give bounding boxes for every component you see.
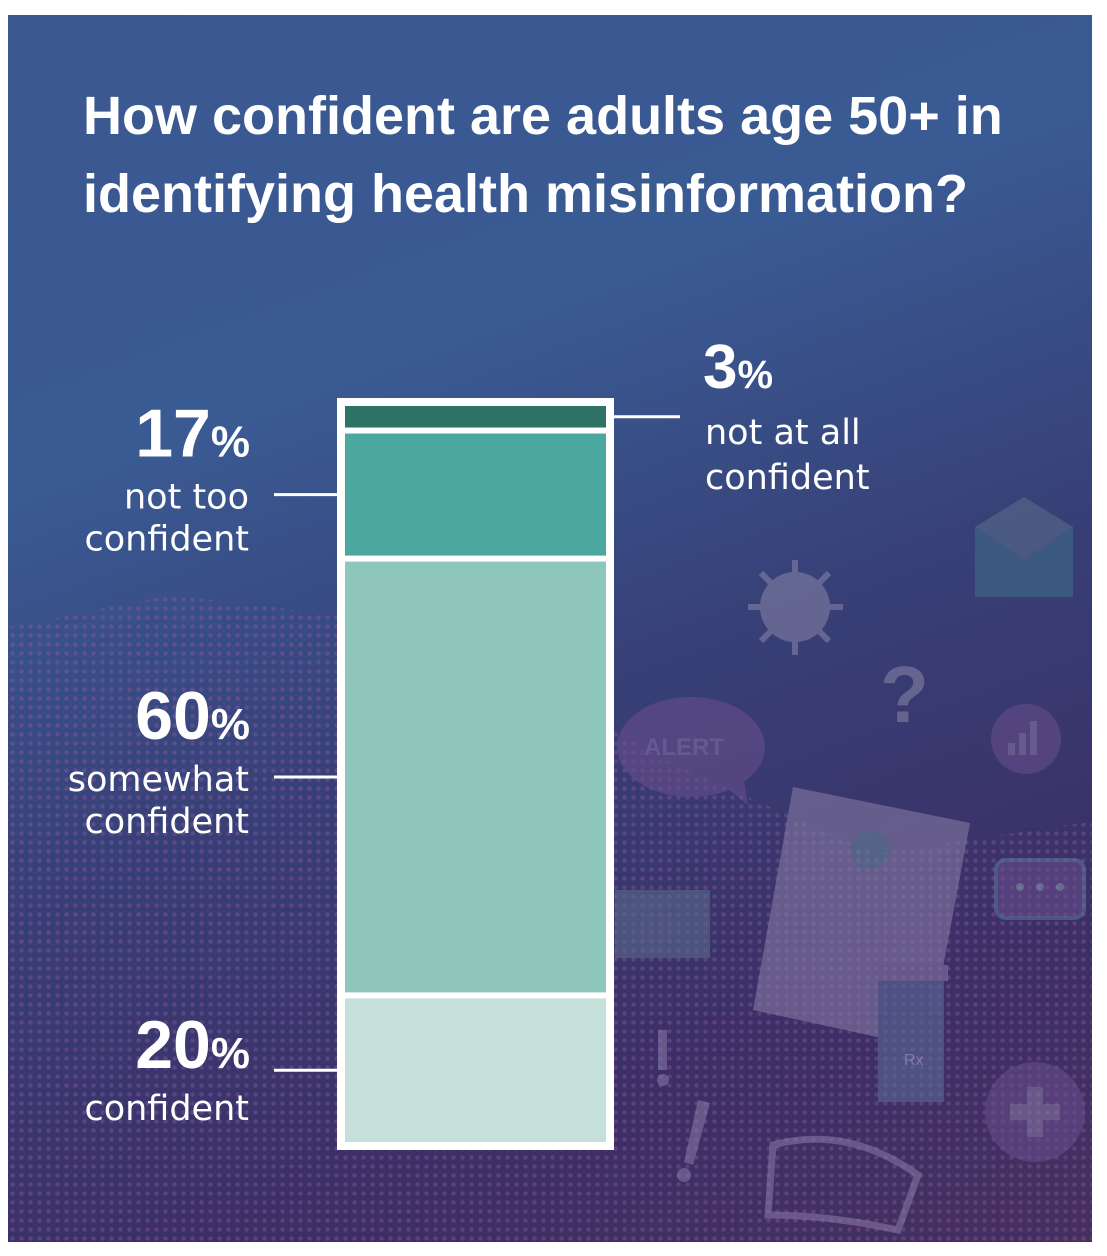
bar-segment-not-too-confident xyxy=(345,433,606,556)
percent-unit: % xyxy=(211,418,250,467)
percent-number: 60 xyxy=(135,678,211,754)
chart-title: How confident are adults age 50+ in iden… xyxy=(83,86,1003,224)
percent-unit: % xyxy=(211,1029,250,1078)
category-label: confident xyxy=(84,802,249,842)
category-label: somewhat xyxy=(68,760,249,800)
bar-segment-somewhat-confident xyxy=(345,561,606,993)
pill-bottle-icon: Rx xyxy=(874,965,948,1102)
svg-text:ALERT: ALERT xyxy=(644,734,724,761)
percent-label: 20% xyxy=(135,1007,250,1083)
plus-icon xyxy=(985,1062,1085,1162)
percent-label: 17% xyxy=(135,396,250,472)
category-label: confident xyxy=(705,458,870,498)
bar-segment-confident xyxy=(345,998,606,1142)
percent-label: 60% xyxy=(135,678,250,754)
percent-number: 20 xyxy=(135,1007,211,1083)
alert-bubble-icon: ALERT xyxy=(617,697,765,805)
percent-unit: % xyxy=(737,353,773,397)
category-label: confident xyxy=(84,520,249,560)
mask-icon xyxy=(764,1135,923,1235)
svg-text:Rx: Rx xyxy=(904,1052,924,1069)
envelope-icon xyxy=(615,890,710,958)
envelope-icon xyxy=(975,497,1073,597)
question-mark-icon: ? xyxy=(880,650,929,739)
category-label: not too xyxy=(124,478,249,518)
category-label: confident xyxy=(84,1089,249,1129)
bar-chart-icon xyxy=(991,704,1061,774)
bar-segment-not-at-all-confident xyxy=(345,406,606,428)
exclamation-icon xyxy=(657,1030,710,1182)
chat-bubble-icon xyxy=(994,858,1086,920)
category-label: not at all xyxy=(705,413,861,453)
percent-unit: % xyxy=(211,700,250,749)
background-icons: ? ALERT Rx xyxy=(615,497,1086,1235)
percent-number: 3 xyxy=(703,333,737,402)
percent-number: 17 xyxy=(135,396,211,472)
percent-label: 3% xyxy=(703,333,773,402)
virus-icon xyxy=(748,560,843,655)
